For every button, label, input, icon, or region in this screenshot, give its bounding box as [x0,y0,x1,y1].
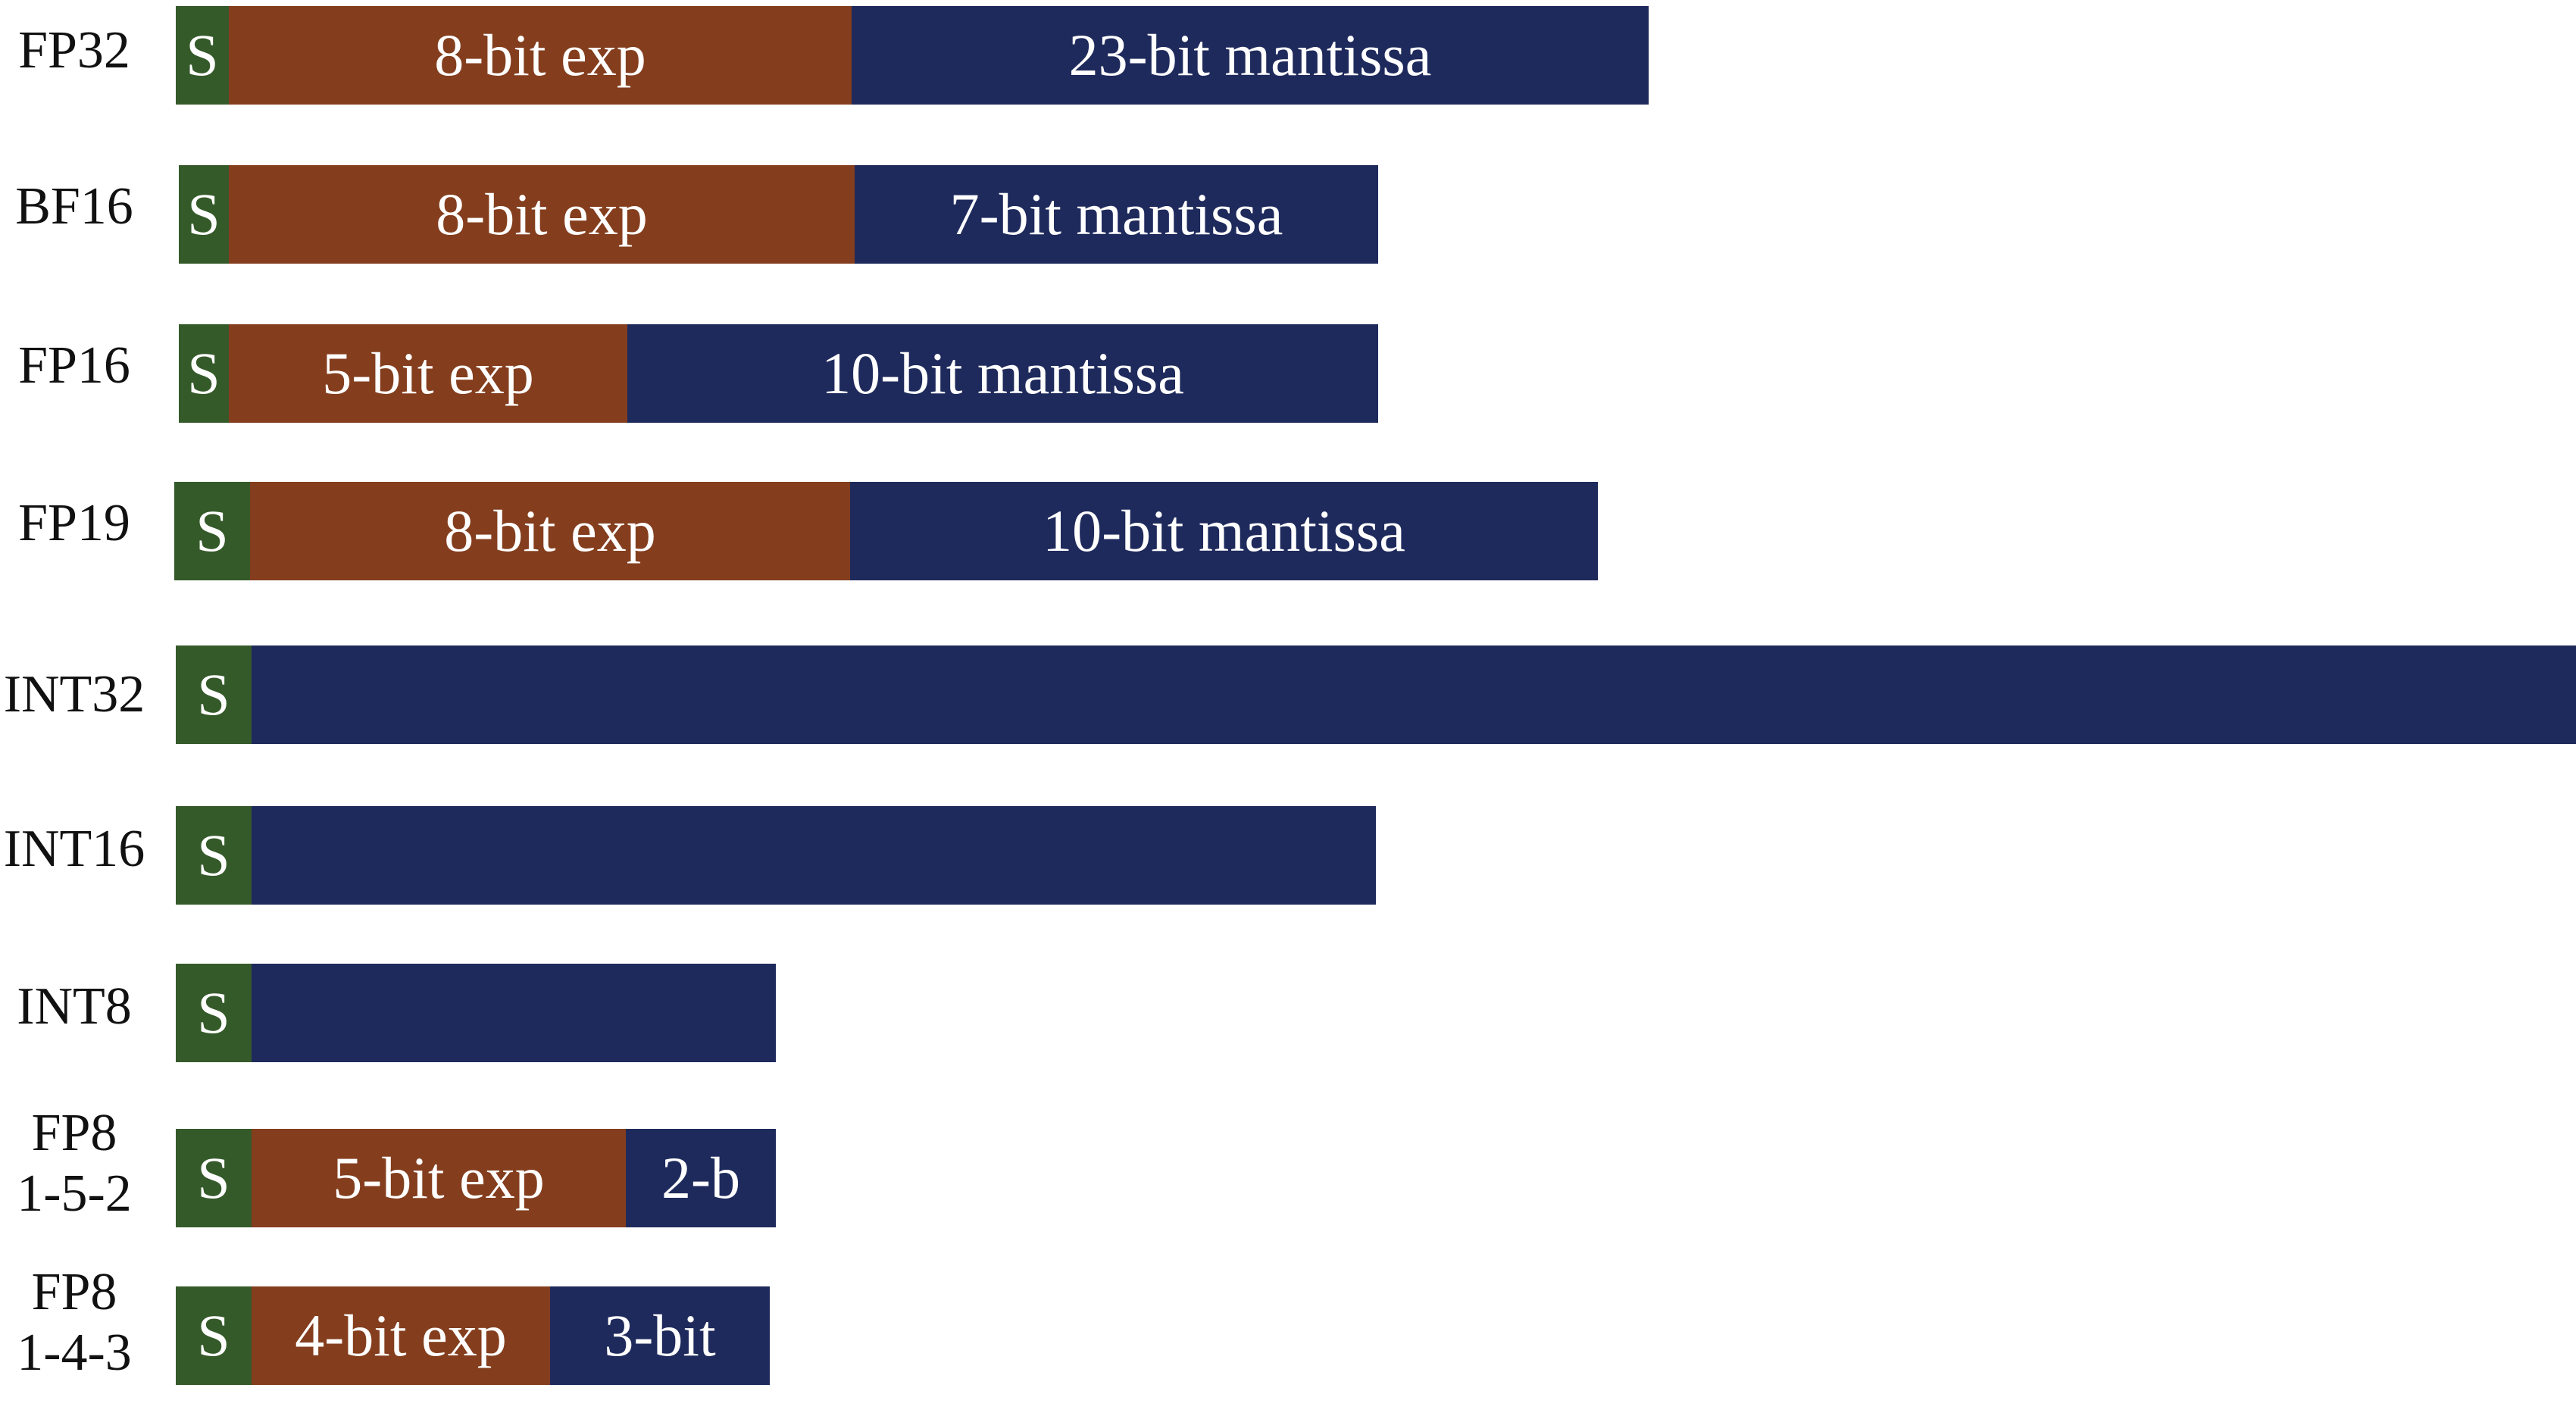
format-label-line: INT32 [3,665,145,724]
bit-bar-int32: S [176,645,2576,744]
format-label-int16: INT16 [0,823,148,876]
mantissa-segment [252,806,1376,905]
bit-bar-fp8-143: S 4-bit exp 3-bit [176,1286,770,1385]
sign-bit-segment: S [179,324,229,423]
bit-bar-fp16: S 5-bit exp 10-bit mantissa [179,324,1378,423]
format-label-fp8-152: FP8 1-5-2 [0,1103,148,1224]
format-label-line: INT16 [3,820,145,878]
bit-bar-fp8-152: S 5-bit exp 2-b [176,1129,776,1227]
sign-bit-segment: S [179,165,229,264]
exponent-segment: 8-bit exp [229,6,852,105]
sign-bit-segment: S [174,482,250,580]
mantissa-segment: 2-b [626,1129,776,1227]
format-label-line: 1-4-3 [17,1324,132,1382]
bit-bar-int16: S [176,806,1376,905]
format-label-line: FP32 [18,21,130,80]
bit-bar-bf16: S 8-bit exp 7-bit mantissa [179,165,1378,264]
format-label-line: FP8 [31,1104,117,1162]
exponent-segment: 5-bit exp [252,1129,626,1227]
sign-bit-segment: S [176,964,252,1062]
exponent-segment: 8-bit exp [250,482,850,580]
format-label-line: BF16 [15,177,133,236]
format-label-line: FP16 [18,336,130,395]
mantissa-segment: 10-bit mantissa [627,324,1378,423]
format-label-line: INT8 [17,977,132,1036]
mantissa-segment: 7-bit mantissa [855,165,1378,264]
sign-bit-segment: S [176,1129,252,1227]
mantissa-segment: 3-bit [550,1286,770,1385]
sign-bit-segment: S [176,6,229,105]
bit-bar-int8: S [176,964,776,1062]
exponent-segment: 4-bit exp [252,1286,550,1385]
mantissa-segment: 10-bit mantissa [850,482,1598,580]
format-label-fp16: FP16 [0,339,148,392]
format-label-int32: INT32 [0,668,148,721]
format-label-line: FP8 [31,1263,117,1321]
format-label-fp19: FP19 [0,497,148,550]
exponent-segment: 5-bit exp [229,324,627,423]
exponent-segment: 8-bit exp [229,165,855,264]
sign-bit-segment: S [176,645,252,744]
sign-bit-segment: S [176,806,252,905]
format-label-bf16: BF16 [0,180,148,233]
format-label-fp8-143: FP8 1-4-3 [0,1262,148,1383]
bit-bar-fp32: S 8-bit exp 23-bit mantissa [176,6,1649,105]
mantissa-segment: 23-bit mantissa [852,6,1649,105]
mantissa-segment [252,645,2576,744]
mantissa-segment [252,964,776,1062]
bit-bar-fp19: S 8-bit exp 10-bit mantissa [174,482,1598,580]
format-label-line: FP19 [18,494,130,552]
format-label-fp32: FP32 [0,24,148,77]
format-label-line: 1-5-2 [17,1164,132,1223]
sign-bit-segment: S [176,1286,252,1385]
format-label-int8: INT8 [0,980,148,1033]
